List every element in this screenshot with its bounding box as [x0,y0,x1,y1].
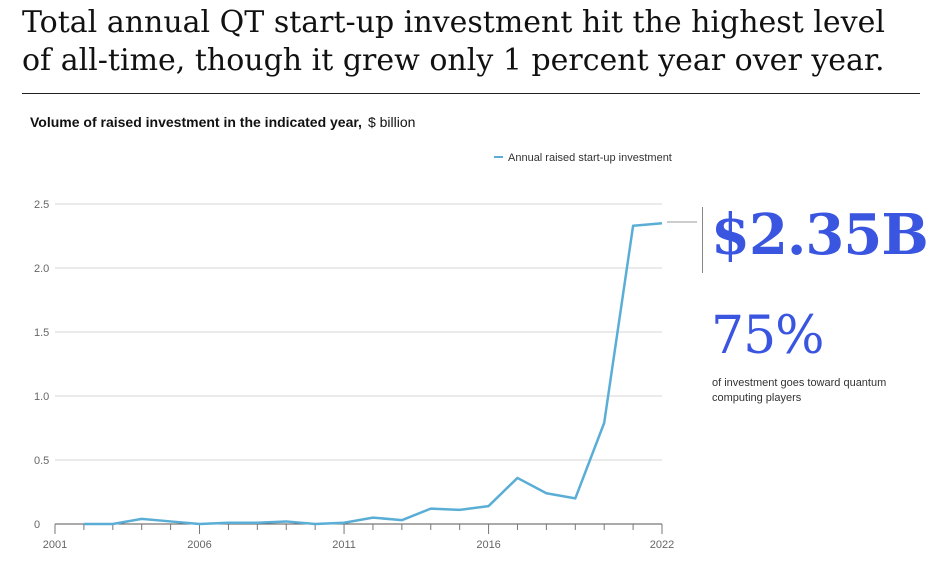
series-line [83,221,663,526]
callout-percent: 75% [711,306,825,366]
legend: Annual raised start-up investment [494,152,672,164]
x-tick-label: 2001 [43,539,67,551]
chart-subtitle: Volume of raised investment in the indic… [30,114,415,130]
callout-percent-note: of investment goes toward quantum comput… [712,377,887,404]
headline: Total annual QT start-up investment hit … [22,5,885,78]
x-tick-label: 2022 [650,539,674,551]
gridlines [55,203,662,461]
series-layer [83,221,663,526]
legend-label: Annual raised start-up investment [508,152,672,164]
chart-subtitle-unit: $ billion [367,114,416,130]
x-tick-label: 2006 [187,539,211,551]
y-axis-ticks: 0 0.5 1.0 1.5 2.0 2.5 [34,199,49,531]
y-tick-label: 2.0 [34,263,49,275]
y-tick-label: 0 [34,519,40,531]
chart-subtitle-main: Volume of raised investment in the indic… [30,114,362,130]
y-tick-label: 1.0 [34,391,49,403]
y-tick-label: 1.5 [34,327,49,339]
y-tick-label: 2.5 [34,199,49,211]
line-chart: 0 0.5 1.0 1.5 2.0 2.5 2001 2006 2011 2016 2022 An… [34,152,697,551]
headline-divider [22,93,920,94]
x-tick-label: 2011 [332,539,356,551]
callout-divider [702,207,703,273]
x-tick-label: 2016 [476,539,500,551]
callout-value: $2.35B [711,202,929,268]
y-tick-label: 0.5 [34,455,49,467]
x-axis: 2001 2006 2011 2016 2022 [43,523,674,551]
